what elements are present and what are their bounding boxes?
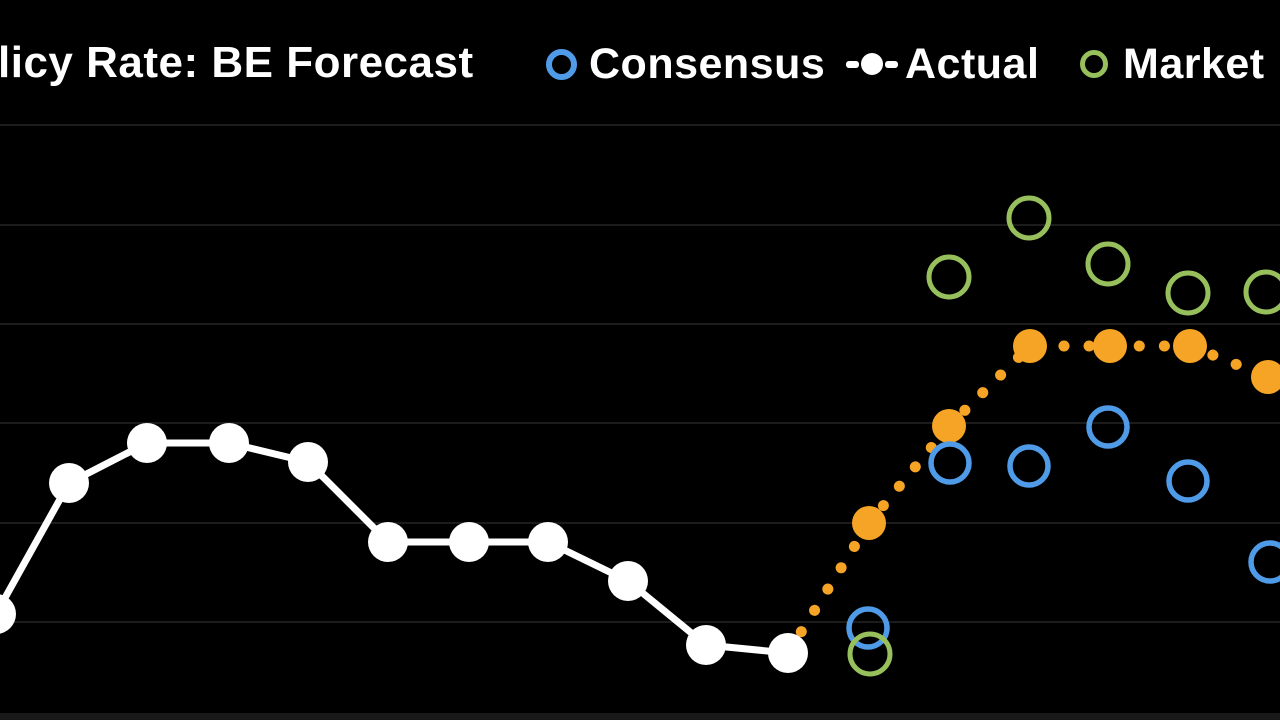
chart-header: licy Rate: BE Forecast Consensus Actual … (0, 0, 1280, 100)
dot-icon (861, 53, 883, 75)
actual-line-dot-icon (846, 53, 898, 75)
consensus-ring-icon (546, 48, 577, 80)
dash-icon (885, 60, 898, 68)
dash-icon (846, 60, 859, 68)
legend-item-consensus: Consensus (546, 38, 825, 90)
legend-item-actual: Actual (846, 38, 1039, 90)
legend-actual-label: Actual (905, 39, 1040, 88)
legend-item-market: Market (1080, 38, 1265, 90)
chart-title: licy Rate: BE Forecast (0, 38, 474, 87)
legend-market-label: Market (1123, 39, 1265, 88)
legend-consensus-label: Consensus (589, 39, 826, 88)
market-ring-icon (1080, 50, 1108, 78)
